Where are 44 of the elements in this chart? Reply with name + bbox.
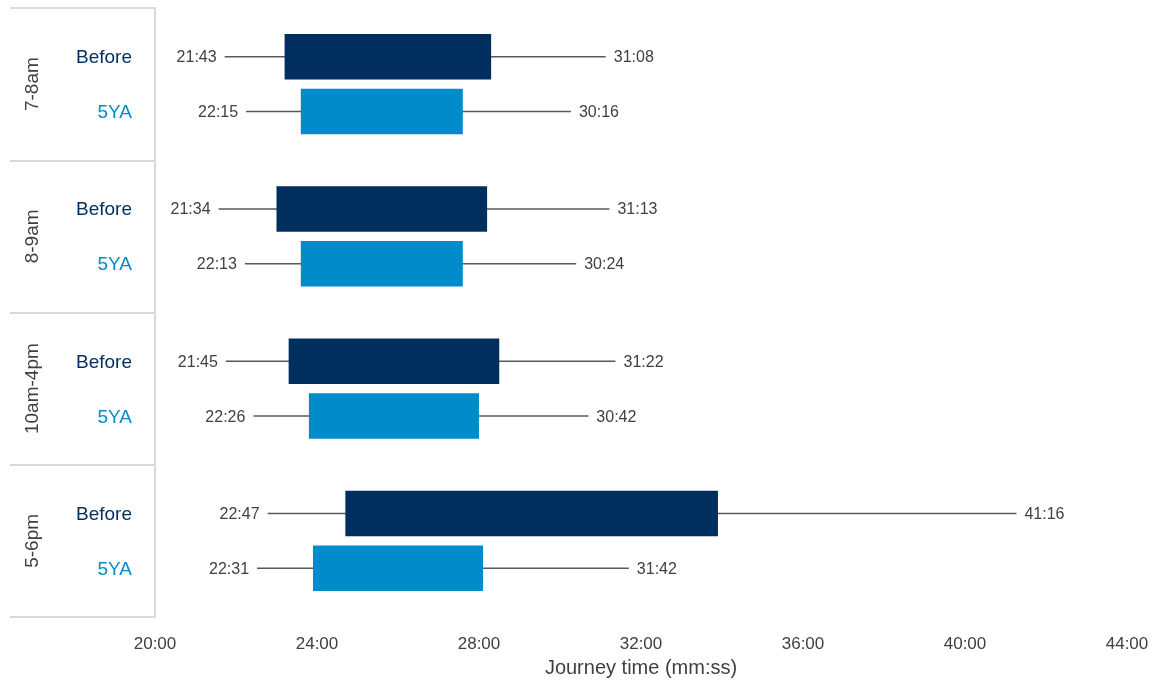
- y-tick-label: 8-9am: [20, 209, 42, 264]
- annotation: 22:26: [205, 407, 246, 425]
- x-tick-label: 20:00: [133, 634, 177, 653]
- annotation: 31:22: [623, 352, 664, 370]
- bar: [308, 393, 479, 439]
- bar: [288, 338, 500, 385]
- bar: [276, 186, 488, 232]
- text: Before: [76, 46, 132, 68]
- x-tick-label: 44:00: [1105, 634, 1149, 653]
- text: Before: [76, 350, 132, 372]
- bar: [284, 33, 492, 80]
- text: 5YA: [97, 253, 132, 275]
- bar: [300, 240, 463, 287]
- annotation: 21:34: [170, 200, 211, 218]
- annotation: 22:31: [209, 559, 250, 577]
- x-tick-label: 36:00: [781, 634, 825, 653]
- bar: [345, 490, 718, 537]
- annotation: 30:16: [578, 103, 620, 121]
- bar: [312, 545, 484, 592]
- x-axis-title: Journey time (mm:ss): [544, 656, 738, 678]
- annotation: 22:15: [198, 103, 239, 121]
- text: 5YA: [97, 405, 132, 427]
- x-tick-label: 32:00: [619, 634, 663, 653]
- annotation: 21:45: [177, 352, 218, 370]
- annotation: 22:13: [196, 255, 237, 273]
- y-tick-label: 7-8am: [20, 57, 42, 112]
- text: Before: [76, 198, 132, 220]
- annotation: 21:43: [176, 48, 217, 66]
- text: Before: [76, 502, 132, 524]
- annotation: 31:08: [613, 48, 654, 66]
- x-tick-label: 28:00: [457, 634, 501, 653]
- bar: [300, 88, 463, 135]
- y-tick-label: 10am-4pm: [20, 343, 42, 435]
- annotation: 30:24: [584, 255, 625, 273]
- annotation: 31:13: [617, 200, 658, 218]
- x-tick-label: 24:00: [295, 634, 339, 653]
- annotation: 30:42: [596, 407, 637, 425]
- text: 5YA: [97, 101, 133, 123]
- annotation: 31:42: [636, 559, 677, 577]
- y-tick-label: 5-6pm: [20, 513, 42, 568]
- x-tick-label: 40:00: [943, 634, 987, 653]
- annotation: 22:47: [219, 504, 260, 522]
- annotation: 41:16: [1024, 504, 1065, 522]
- text: 5YA: [97, 557, 132, 579]
